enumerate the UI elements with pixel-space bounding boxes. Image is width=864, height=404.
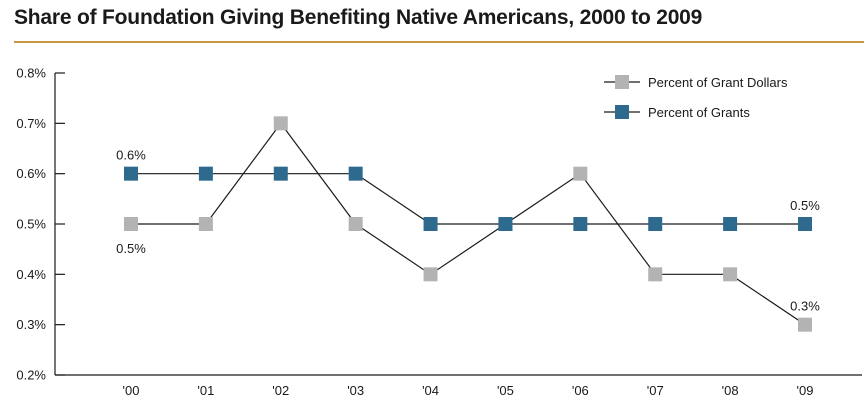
y-tick-label: 0.3%	[16, 317, 46, 332]
series-markers	[124, 116, 812, 332]
x-tick-label: '06	[572, 383, 589, 398]
legend: Percent of Grant Dollars Percent of Grant…	[604, 75, 788, 120]
data-point	[273, 116, 288, 131]
y-tick-label: 0.8%	[16, 66, 46, 81]
x-tick-label: '01	[197, 383, 214, 398]
data-point	[198, 217, 213, 231]
data-point	[124, 217, 138, 231]
data-point	[723, 217, 738, 231]
data-point	[798, 217, 812, 231]
data-point	[498, 217, 513, 231]
chart-title: Share of Foundation Giving Benefiting Na…	[14, 6, 703, 29]
data-point	[723, 267, 738, 282]
x-tick-label: '05	[497, 383, 514, 398]
data-label: 0.5%	[116, 241, 146, 256]
legend-marker	[615, 75, 629, 89]
y-tick-label: 0.4%	[16, 267, 46, 282]
data-point	[124, 166, 138, 181]
title-rule	[14, 41, 864, 43]
x-tick-label: '00	[123, 383, 140, 398]
x-tick-label: '08	[722, 383, 739, 398]
data-point	[573, 217, 588, 231]
data-label: 0.3%	[790, 299, 820, 314]
data-point	[798, 317, 812, 332]
y-tick-label: 0.2%	[16, 368, 46, 383]
series-lines	[131, 122, 806, 326]
x-tick-label: '04	[422, 383, 439, 398]
legend-label: Percent of Grants	[648, 105, 750, 120]
data-point	[198, 166, 213, 181]
data-point	[348, 166, 363, 181]
data-point	[348, 217, 363, 231]
y-tick-label: 0.5%	[16, 217, 46, 232]
x-tick-label: '02	[272, 383, 289, 398]
x-tick-label: '09	[797, 383, 814, 398]
data-label: 0.5%	[790, 198, 820, 213]
legend-label: Percent of Grant Dollars	[648, 75, 788, 90]
annotations: 0.6% 0.5% 0.5% 0.3%	[116, 148, 820, 314]
legend-marker	[615, 105, 629, 119]
data-point	[273, 166, 288, 181]
data-point	[573, 166, 588, 181]
x-tick-label: '07	[647, 383, 664, 398]
data-point	[423, 267, 438, 282]
data-point	[423, 217, 438, 231]
series-line	[131, 173, 805, 225]
data-point	[648, 267, 663, 282]
y-tick-label: 0.6%	[16, 166, 46, 181]
x-tick-label: '03	[347, 383, 364, 398]
y-tick-label: 0.7%	[16, 116, 46, 131]
data-label: 0.6%	[116, 148, 146, 163]
data-point	[648, 217, 663, 231]
axes: 0.2% 0.3% 0.4% 0.5% 0.6% 0.7% 0.8% '00 '01 '02 '03…	[16, 66, 862, 398]
